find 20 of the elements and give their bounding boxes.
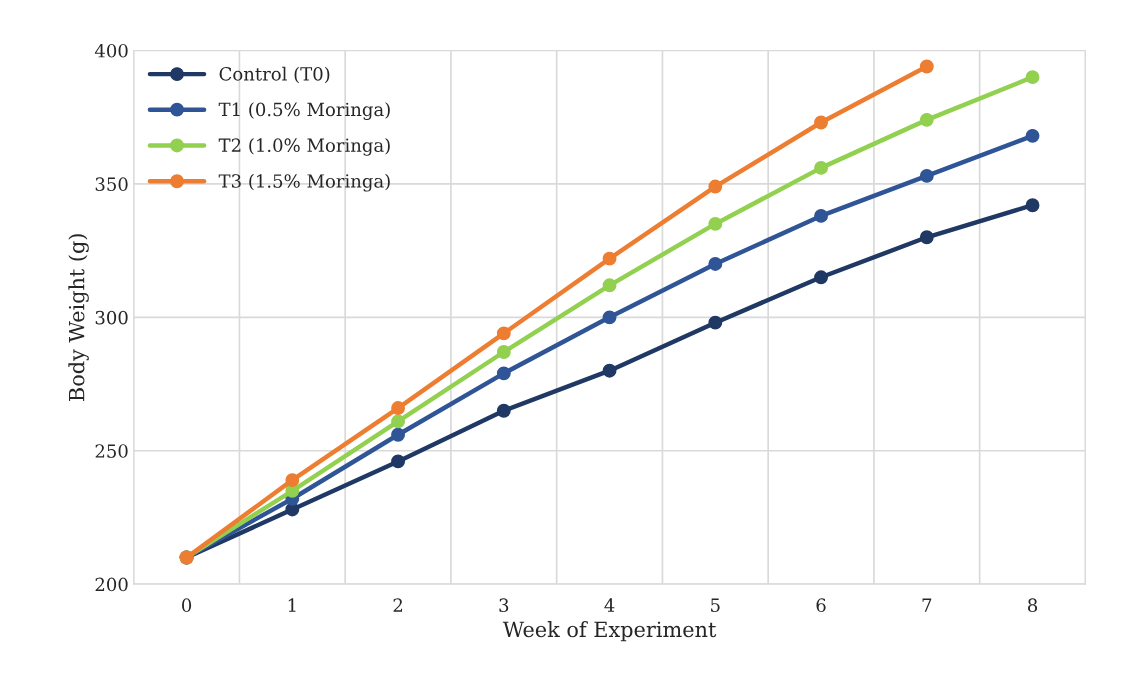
x-tick-label: 7 [922, 598, 932, 612]
y-axis-title: Body Weight (g) [68, 234, 89, 401]
x-tick-label: 6 [816, 598, 826, 613]
x-tick-label: 3 [499, 598, 509, 613]
y-tick-label: 300 [95, 310, 128, 325]
x-tick-label: 0 [182, 598, 192, 613]
y-tick-label: 400 [94, 43, 128, 58]
y-tick-label: 250 [95, 444, 128, 458]
y-tick-label: 350 [95, 177, 128, 192]
legend-label: T3 (1.5% Moringa) [218, 173, 390, 192]
legend-label: T1 (0.5% Moringa) [218, 102, 390, 120]
x-tick-label: 2 [393, 598, 403, 612]
x-axis-title: Week of Experiment [502, 621, 717, 642]
y-tick-label: 200 [95, 577, 128, 592]
x-tick-label: 5 [711, 598, 720, 613]
x-tick-label: 1 [288, 598, 296, 612]
x-tick-label: 8 [1028, 598, 1038, 613]
legend-label: T2 (1.0% Moringa) [218, 138, 390, 156]
x-tick-label: 4 [604, 598, 615, 612]
legend-label: Control (T0) [219, 66, 330, 84]
